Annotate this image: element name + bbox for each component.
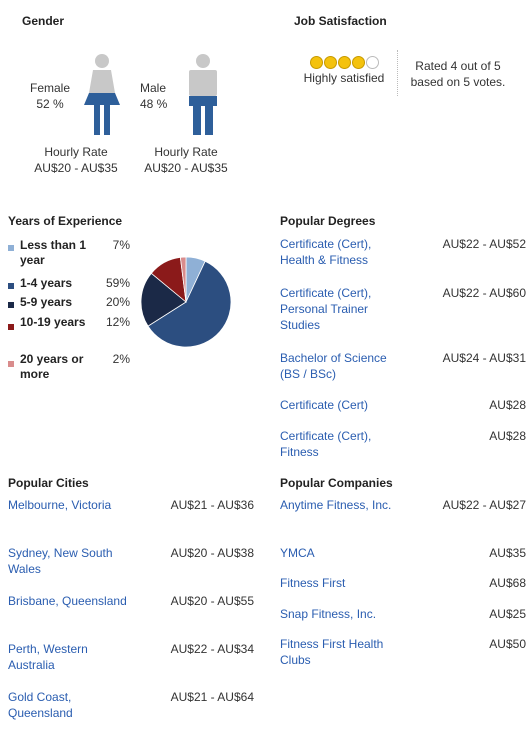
degree-value: AU$22 - AU$52 — [442, 237, 526, 251]
male-figure-icon — [189, 54, 217, 135]
experience-legend-item: 5-9 years 20% — [8, 295, 130, 311]
female-pct: 52 % — [36, 97, 64, 111]
female-hourly-rate: Hourly Rate AU$20 - AU$35 — [26, 144, 126, 176]
male-label: Male — [140, 81, 167, 95]
legend-swatch — [8, 245, 14, 251]
legend-swatch — [8, 302, 14, 308]
legend-label: 20 years or more — [20, 352, 84, 381]
male-rate-value: AU$20 - AU$35 — [144, 161, 228, 175]
smiley-filled-icon — [323, 56, 337, 70]
divider — [397, 50, 399, 96]
female-figure-icon — [84, 54, 120, 135]
city-value: AU$20 - AU$55 — [170, 594, 254, 608]
degree-value: AU$24 - AU$31 — [442, 351, 526, 365]
city-link[interactable]: Gold Coast, Queensland — [8, 690, 73, 720]
companies-title: Popular Companies — [280, 476, 393, 490]
degree-link[interactable]: Bachelor of Science (BS / BSc) — [280, 351, 387, 381]
smiley-empty-icon — [365, 56, 379, 70]
experience-pie-chart — [140, 256, 232, 348]
company-link[interactable]: Fitness First Health Clubs — [280, 637, 384, 667]
company-value: AU$25 — [489, 607, 526, 621]
smiley-rating-icons — [296, 56, 392, 70]
city-link[interactable]: Sydney, New South Wales — [8, 546, 113, 576]
experience-legend-item: Less than 1 year 7% — [8, 238, 130, 270]
city-value: AU$21 - AU$64 — [170, 690, 254, 704]
male-hourly-rate: Hourly Rate AU$20 - AU$35 — [136, 144, 236, 176]
company-value: AU$50 — [489, 637, 526, 651]
company-link[interactable]: YMCA — [280, 546, 315, 560]
smiley-filled-icon — [351, 56, 365, 70]
gender-title: Gender — [22, 14, 65, 28]
degree-value: AU$28 — [489, 429, 526, 443]
degree-value: AU$28 — [489, 398, 526, 412]
degree-link[interactable]: Certificate (Cert), Health & Fitness — [280, 237, 372, 267]
legend-swatch — [8, 324, 14, 330]
company-link[interactable]: Fitness First — [280, 576, 346, 590]
degree-link[interactable]: Certificate (Cert), Fitness — [280, 429, 372, 459]
male-pct: 48 % — [140, 97, 168, 111]
male-rate-label: Hourly Rate — [154, 145, 218, 159]
city-link[interactable]: Melbourne, Victoria — [8, 498, 112, 512]
legend-swatch — [8, 361, 14, 367]
satisfaction-caption: Highly satisfied — [303, 71, 385, 85]
job-satisfaction-title: Job Satisfaction — [294, 14, 387, 28]
legend-pct: 12% — [105, 315, 130, 329]
smiley-filled-icon — [309, 56, 323, 70]
female-rate-label: Hourly Rate — [44, 145, 108, 159]
experience-title: Years of Experience — [8, 214, 123, 228]
female-block: Female 52 % — [22, 80, 78, 112]
male-block: Male 48 % — [140, 80, 180, 112]
legend-pct: 59% — [105, 276, 130, 290]
city-value: AU$22 - AU$34 — [170, 642, 254, 656]
legend-label: 1-4 years — [20, 276, 73, 290]
rating-line-1: Rated 4 out of 5 — [415, 59, 501, 73]
satisfaction-rating: Highly satisfied — [296, 56, 392, 86]
company-link[interactable]: Snap Fitness, Inc. — [280, 607, 377, 621]
cities-title: Popular Cities — [8, 476, 89, 490]
city-value: AU$20 - AU$38 — [170, 546, 254, 560]
pie-slice-1-4-years — [147, 260, 232, 348]
legend-pct: 7% — [112, 238, 130, 252]
experience-legend-item: 10-19 years 12% — [8, 315, 130, 347]
company-value: AU$68 — [489, 576, 526, 590]
company-value: AU$22 - AU$27 — [442, 498, 526, 512]
legend-pct: 20% — [105, 295, 130, 309]
legend-label: Less than 1 year — [20, 238, 87, 267]
female-label: Female — [29, 81, 70, 95]
pie-slice-20-years-or-more — [179, 256, 187, 303]
legend-label: 5-9 years — [20, 295, 73, 309]
company-value: AU$35 — [489, 546, 526, 560]
experience-legend-item: 1-4 years 59% — [8, 276, 130, 292]
city-link[interactable]: Brisbane, Queensland — [8, 594, 127, 608]
city-link[interactable]: Perth, Western Australia — [8, 642, 88, 672]
female-rate-value: AU$20 - AU$35 — [34, 161, 118, 175]
degrees-title: Popular Degrees — [280, 214, 376, 228]
company-link[interactable]: Anytime Fitness, Inc. — [280, 498, 392, 512]
city-value: AU$21 - AU$36 — [170, 498, 254, 512]
rating-line-2: based on 5 votes. — [410, 75, 506, 89]
experience-legend-item: 20 years or more 2% — [8, 352, 130, 384]
degree-value: AU$22 - AU$60 — [442, 286, 526, 300]
legend-pct: 2% — [112, 352, 130, 366]
legend-label: 10-19 years — [20, 315, 86, 329]
rating-summary: Rated 4 out of 5 based on 5 votes. — [402, 58, 514, 90]
smiley-filled-icon — [337, 56, 351, 70]
degree-link[interactable]: Certificate (Cert) — [280, 398, 369, 412]
degree-link[interactable]: Certificate (Cert), Personal Trainer Stu… — [280, 286, 372, 332]
legend-swatch — [8, 283, 14, 289]
pie-slice-5-9-years — [140, 272, 187, 327]
